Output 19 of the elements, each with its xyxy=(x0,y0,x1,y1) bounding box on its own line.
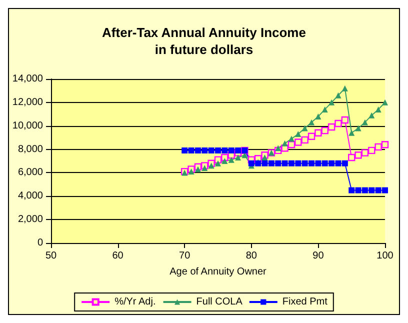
x-tick-label: 80 xyxy=(246,250,258,262)
y-tick-label: 10,000 xyxy=(12,120,44,132)
y-tick-label: 2,000 xyxy=(18,214,44,226)
legend-label: Fixed Pmt xyxy=(282,296,328,308)
y-tick-label: 0 xyxy=(37,238,44,248)
x-axis-title: Age of Annuity Owner xyxy=(170,266,268,278)
chart-title: After-Tax Annual Annuity Income in future dollars xyxy=(102,25,306,57)
y-tick-label: 6,000 xyxy=(18,167,44,178)
x-tick-label: 90 xyxy=(312,250,324,262)
legend-label: Full COLA xyxy=(196,296,243,308)
y-tick-label: 4,000 xyxy=(18,190,44,202)
x-tick-label: 60 xyxy=(112,250,124,262)
y-tick-label: 14,000 xyxy=(12,74,44,84)
y-tick-label: 8,000 xyxy=(18,144,44,155)
y-tick-label: 12,000 xyxy=(12,96,44,108)
x-tick-label: 50 xyxy=(45,250,57,262)
x-tick-label: 100 xyxy=(376,250,394,262)
x-tick-label: 70 xyxy=(179,250,191,262)
legend-label: %/Yr Adj. xyxy=(114,296,156,308)
